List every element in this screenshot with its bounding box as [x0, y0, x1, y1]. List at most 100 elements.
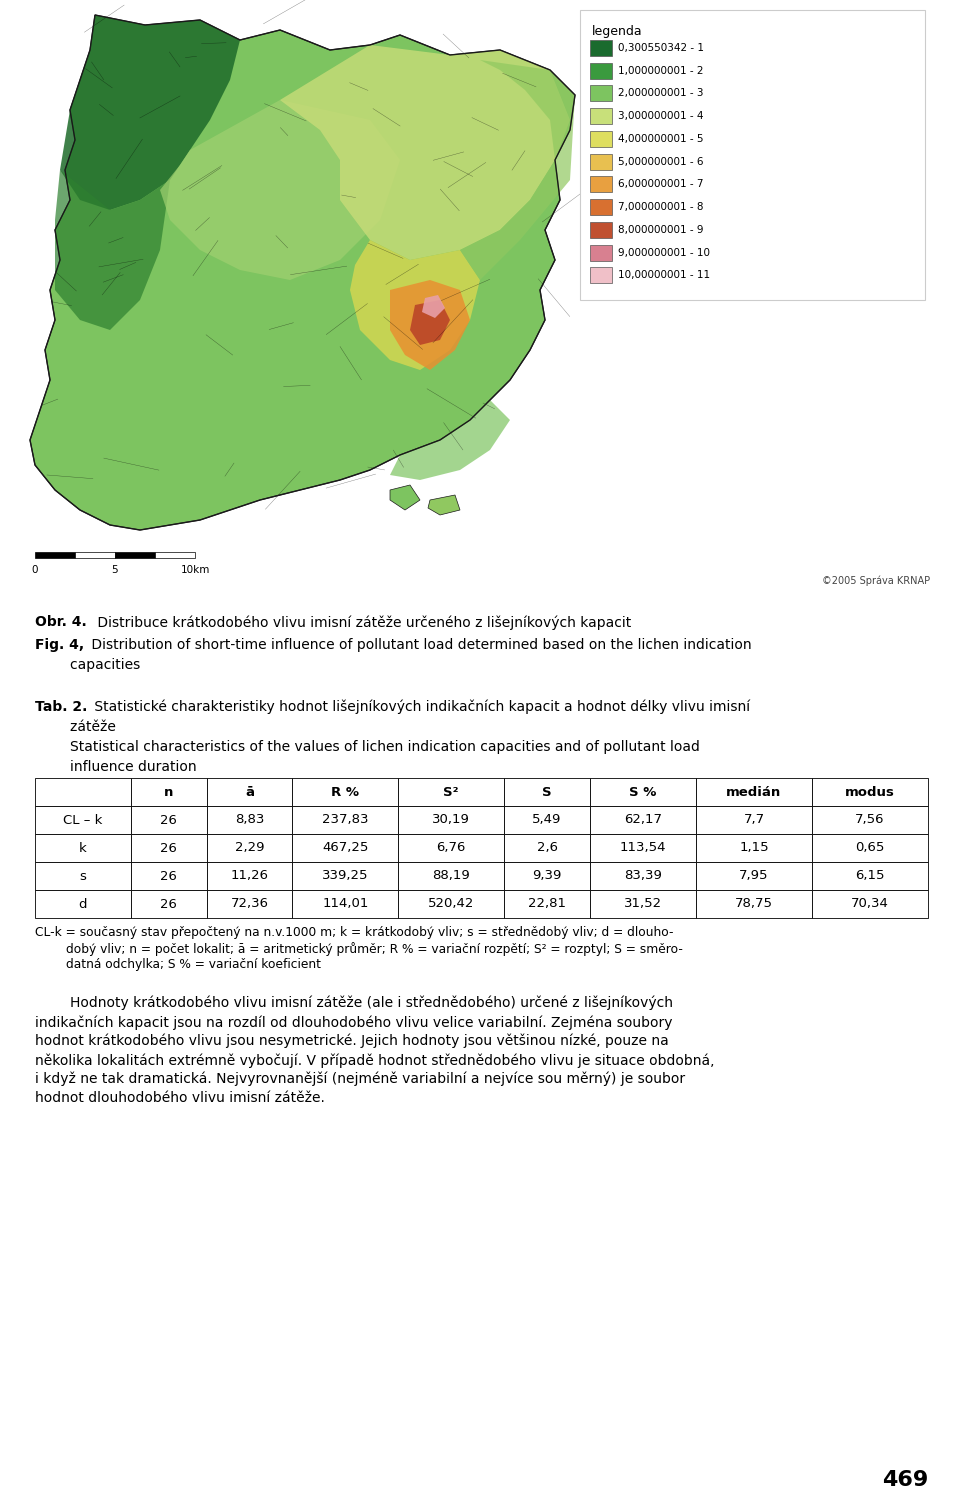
Bar [590, 63, 612, 79]
Text: s: s [80, 869, 86, 882]
Bar [131, 861, 206, 890]
Text: 7,000000001 - 8: 7,000000001 - 8 [618, 202, 704, 212]
Text: 6,76: 6,76 [437, 842, 466, 854]
Text: 83,39: 83,39 [624, 869, 661, 882]
Bar [398, 861, 504, 890]
Text: ā: ā [245, 785, 254, 799]
Polygon shape [422, 296, 445, 318]
Text: influence duration: influence duration [35, 760, 197, 773]
Bar [590, 107, 612, 124]
Text: 26: 26 [160, 842, 178, 854]
Bar [206, 835, 292, 861]
Text: 8,000000001 - 9: 8,000000001 - 9 [618, 225, 704, 234]
Text: datná odchylka; S % = variační koeficient: datná odchylka; S % = variační koeficien… [35, 959, 321, 970]
Text: capacities: capacities [35, 658, 140, 672]
Text: 10,00000001 - 11: 10,00000001 - 11 [618, 270, 710, 281]
Text: 469: 469 [881, 1471, 928, 1490]
Bar [504, 778, 590, 806]
Text: ©2005 Správa KRNAP: ©2005 Správa KRNAP [822, 575, 930, 585]
Bar [131, 835, 206, 861]
Text: CL – k: CL – k [63, 814, 103, 827]
Bar [812, 835, 928, 861]
Text: 78,75: 78,75 [735, 897, 773, 911]
Text: 88,19: 88,19 [432, 869, 470, 882]
Text: 0: 0 [32, 564, 38, 575]
Text: legenda: legenda [592, 25, 642, 37]
Bar [812, 806, 928, 835]
Text: 9,000000001 - 10: 9,000000001 - 10 [618, 248, 710, 258]
Bar [292, 806, 398, 835]
Bar [696, 778, 812, 806]
Polygon shape [30, 15, 575, 530]
Bar [590, 267, 612, 284]
Text: 467,25: 467,25 [323, 842, 369, 854]
Bar [292, 835, 398, 861]
Bar [590, 176, 612, 193]
Text: 237,83: 237,83 [322, 814, 369, 827]
Bar [590, 890, 696, 918]
Bar [0, 0, 960, 855]
Text: 0,300550342 - 1: 0,300550342 - 1 [618, 43, 704, 52]
Bar [590, 861, 696, 890]
Text: 7,56: 7,56 [855, 814, 885, 827]
Text: S²: S² [444, 785, 459, 799]
Text: indikačních kapacit jsou na rozdíl od dlouhodobého vlivu velice variabilní. Zejm: indikačních kapacit jsou na rozdíl od dl… [35, 1015, 673, 1030]
Text: Distribution of short-time influence of pollutant load determined based on the l: Distribution of short-time influence of … [87, 638, 752, 652]
Text: 62,17: 62,17 [624, 814, 662, 827]
Polygon shape [280, 45, 570, 260]
Text: 7,7: 7,7 [743, 814, 764, 827]
Bar [292, 778, 398, 806]
Text: n: n [164, 785, 174, 799]
Text: 6,000000001 - 7: 6,000000001 - 7 [618, 179, 704, 190]
Bar [206, 806, 292, 835]
Text: 8,83: 8,83 [235, 814, 264, 827]
Bar [812, 778, 928, 806]
Text: 31,52: 31,52 [624, 897, 662, 911]
Bar [504, 890, 590, 918]
Text: 10km: 10km [180, 564, 209, 575]
Text: 70,34: 70,34 [852, 897, 889, 911]
Text: R %: R % [331, 785, 359, 799]
Bar [590, 806, 696, 835]
Text: 114,01: 114,01 [323, 897, 369, 911]
Polygon shape [390, 485, 420, 511]
Bar [590, 85, 612, 102]
Text: 72,36: 72,36 [230, 897, 269, 911]
Text: 30,19: 30,19 [432, 814, 470, 827]
Text: zátěže: zátěže [35, 720, 116, 735]
Text: 0,65: 0,65 [855, 842, 885, 854]
Bar [75, 552, 115, 558]
Text: CL-k = současný stav přepočtený na n.v.1000 m; k = krátkodobý vliv; s = středněd: CL-k = současný stav přepočtený na n.v.1… [35, 926, 674, 939]
Polygon shape [460, 60, 575, 281]
Text: d: d [79, 897, 87, 911]
Bar [131, 778, 206, 806]
Text: 11,26: 11,26 [230, 869, 269, 882]
Text: 9,39: 9,39 [533, 869, 562, 882]
Text: 6,15: 6,15 [855, 869, 885, 882]
Bar [812, 890, 928, 918]
Text: Statistické charakteristiky hodnot lišejníkových indikačních kapacit a hodnot dé: Statistické charakteristiky hodnot lišej… [90, 700, 750, 715]
Text: 2,000000001 - 3: 2,000000001 - 3 [618, 88, 704, 99]
Text: několika lokalitách extrémně vybočují. V případě hodnot střednědobého vlivu je s: několika lokalitách extrémně vybočují. V… [35, 1053, 714, 1067]
Bar [504, 835, 590, 861]
Text: 26: 26 [160, 897, 178, 911]
Text: 26: 26 [160, 814, 178, 827]
Bar [35, 552, 75, 558]
Bar [35, 861, 131, 890]
Bar [590, 245, 612, 261]
Polygon shape [390, 281, 470, 370]
Text: Statistical characteristics of the values of lichen indication capacities and of: Statistical characteristics of the value… [35, 741, 700, 754]
Text: 3,000000001 - 4: 3,000000001 - 4 [618, 110, 704, 121]
Text: 7,95: 7,95 [739, 869, 769, 882]
Text: 1,15: 1,15 [739, 842, 769, 854]
Bar [590, 778, 696, 806]
Text: 4,000000001 - 5: 4,000000001 - 5 [618, 134, 704, 143]
Bar [131, 890, 206, 918]
Polygon shape [390, 400, 510, 481]
Polygon shape [160, 100, 400, 281]
Text: 22,81: 22,81 [528, 897, 566, 911]
Polygon shape [350, 240, 480, 370]
Polygon shape [60, 15, 240, 211]
Text: 5,000000001 - 6: 5,000000001 - 6 [618, 157, 704, 167]
Text: Hodnoty krátkodobého vlivu imisní zátěže (ale i střednědobého) určené z lišejník: Hodnoty krátkodobého vlivu imisní zátěže… [35, 996, 673, 1011]
